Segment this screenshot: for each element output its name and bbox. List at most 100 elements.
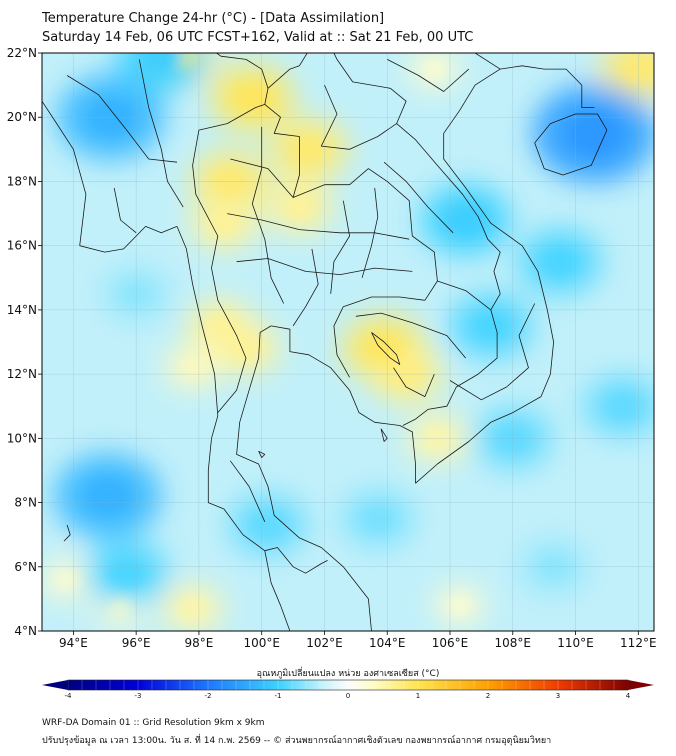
border-nicobar-island bbox=[63, 524, 71, 542]
border-laos-west-border bbox=[264, 104, 438, 301]
map-frame bbox=[41, 52, 655, 632]
lon-tick-label: 110°E bbox=[557, 636, 594, 650]
border-thai-internal-2 bbox=[227, 213, 410, 240]
border-myanmar-internal-1 bbox=[138, 59, 184, 208]
border-thai-internal-8 bbox=[229, 460, 266, 522]
field-core-24 bbox=[141, 53, 182, 73]
border-koh-samui bbox=[258, 450, 266, 459]
border-thai-internal-5 bbox=[292, 248, 319, 327]
border-cambodia-internal-2 bbox=[393, 367, 435, 398]
footer-credit: ปรับปรุงข้อมูล ณ เวลา 13:00น. วัน ส. ที่… bbox=[42, 736, 552, 746]
field-core-0 bbox=[291, 135, 327, 164]
border-laos-internal-2 bbox=[383, 161, 454, 234]
lon-tick-label: 112°E bbox=[620, 636, 657, 650]
lat-tick-label: 8°N bbox=[14, 496, 37, 510]
colorbar-frame bbox=[67, 679, 629, 691]
field-core-23 bbox=[541, 246, 579, 277]
border-myanmar-internal-3 bbox=[113, 187, 137, 234]
border-cambodia-vietnam-border bbox=[402, 309, 498, 426]
footer-model-info: WRF-DA Domain 01 :: Grid Resolution 9km … bbox=[42, 718, 265, 728]
field-core-20 bbox=[84, 476, 132, 516]
border-gulf-west-coast bbox=[236, 325, 372, 631]
lat-tick-label: 20°N bbox=[7, 110, 37, 124]
border-thai-internal-1 bbox=[230, 158, 294, 198]
colorbar: -4 -3 -2 -1 0 1 2 3 4 bbox=[42, 679, 654, 700]
border-thai-internal-6 bbox=[330, 200, 351, 294]
field-core-4 bbox=[284, 194, 315, 220]
colorbar-title: อุณหภูมิเปลี่ยนแปลง หน่วย องศาเซลเซียส (… bbox=[257, 666, 440, 679]
colorbar-tick-label: 0 bbox=[346, 692, 350, 700]
border-thai-internal-4 bbox=[251, 126, 285, 304]
border-myanmar-china-border bbox=[215, 53, 269, 105]
field-core-22 bbox=[472, 310, 510, 342]
map-subtitle: Saturday 14 Feb, 06 UTC FCST+162, Valid … bbox=[42, 30, 474, 45]
border-myanmar-internal-2 bbox=[66, 75, 178, 163]
border-laos-vietnam-border bbox=[333, 53, 501, 311]
map-axes: 94°E 96°E 98°E 100°E 102°E 104°E 106°E 108°E 110… bbox=[7, 46, 657, 650]
field-core-17 bbox=[422, 59, 446, 79]
colorbar-tick-label: 4 bbox=[626, 692, 631, 700]
lat-tick-label: 14°N bbox=[7, 303, 37, 317]
border-koh-kong-islands bbox=[380, 428, 388, 442]
colorbar-tick-label: -4 bbox=[65, 692, 73, 700]
lat-tick-label: 18°N bbox=[7, 174, 37, 188]
lat-tick-label: 4°N bbox=[14, 624, 37, 638]
border-thai-cambodia-border bbox=[333, 296, 425, 378]
lon-tick-label: 108°E bbox=[495, 636, 532, 650]
border-thai-malaysia-border bbox=[264, 547, 328, 574]
colorbar-tick-label: -1 bbox=[275, 692, 282, 700]
border-irrawaddy-delta bbox=[79, 225, 178, 253]
field-core-8 bbox=[365, 333, 403, 364]
lon-tick-label: 100°E bbox=[243, 636, 280, 650]
colorbar-extend-max bbox=[628, 680, 654, 690]
border-malaysia-west-coast bbox=[264, 550, 291, 631]
border-myanmar-tenasserim-coast bbox=[176, 226, 219, 439]
border-gulf-east-coast bbox=[271, 325, 416, 484]
field-core-1 bbox=[233, 82, 271, 114]
border-thai-andaman-coast bbox=[207, 438, 266, 552]
field-core-7 bbox=[180, 357, 206, 378]
colorbar-ticks: -4 -3 -2 -1 0 1 2 3 4 bbox=[65, 692, 631, 700]
colorbar-tick-label: 1 bbox=[416, 692, 420, 700]
lon-tick-label: 96°E bbox=[122, 636, 151, 650]
lat-tick-label: 16°N bbox=[7, 239, 37, 253]
colorbar-tick-label: 3 bbox=[556, 692, 560, 700]
border-hainan bbox=[534, 113, 608, 176]
field-core-28 bbox=[605, 392, 640, 421]
border-andaman-island-north bbox=[42, 343, 43, 349]
colorbar-tick-label: 2 bbox=[486, 692, 490, 700]
field-core-16 bbox=[448, 596, 471, 615]
lon-tick-label: 104°E bbox=[369, 636, 406, 650]
temperature-field-detail bbox=[55, 53, 654, 620]
lon-tick-label: 102°E bbox=[306, 636, 343, 650]
border-thai-internal-7 bbox=[361, 187, 379, 278]
colorbar-tick-label: -2 bbox=[205, 692, 212, 700]
lon-tick-label: 106°E bbox=[432, 636, 469, 650]
border-vietnam-internal-1 bbox=[387, 59, 470, 92]
graticule bbox=[42, 53, 654, 631]
border-vietnam-coast bbox=[415, 65, 595, 484]
border-laos-cambodia-border bbox=[437, 280, 492, 311]
lat-tick-label: 6°N bbox=[14, 560, 37, 574]
lon-tick-label: 98°E bbox=[184, 636, 213, 650]
field-core-3 bbox=[209, 210, 239, 236]
border-thai-myanmar-border bbox=[192, 104, 265, 413]
country-borders bbox=[42, 53, 608, 631]
field-core-30 bbox=[361, 505, 394, 532]
colorbar-extend-min bbox=[42, 680, 68, 690]
border-cambodia-internal-1 bbox=[355, 312, 467, 359]
map-title: Temperature Change 24-hr (°C) - [Data As… bbox=[42, 11, 385, 26]
border-laos-internal-1 bbox=[320, 84, 397, 150]
border-thai-internal-3 bbox=[236, 258, 413, 276]
field-core-6 bbox=[231, 336, 261, 361]
field-core-12 bbox=[620, 54, 654, 84]
field-core-14 bbox=[109, 599, 132, 618]
field-core-19 bbox=[567, 111, 622, 156]
border-tonle-sap-lake bbox=[371, 332, 401, 365]
field-core-25 bbox=[108, 557, 146, 589]
field-core-15 bbox=[55, 570, 79, 589]
lat-tick-label: 12°N bbox=[7, 367, 37, 381]
colorbar-bin-lines bbox=[67, 680, 629, 690]
lon-tick-label: 94°E bbox=[59, 636, 88, 650]
